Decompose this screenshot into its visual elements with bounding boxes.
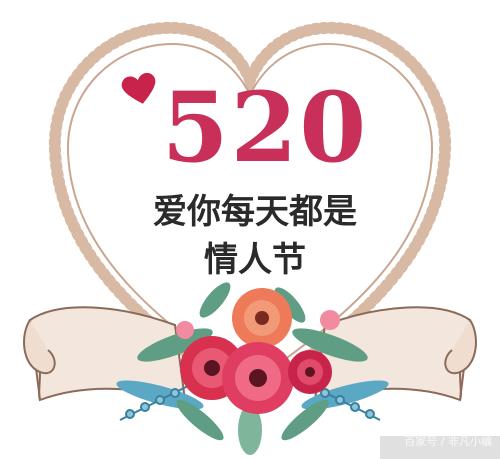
message-line-2: 情人节 bbox=[204, 240, 306, 280]
message-line-1: 爱你每天都是 bbox=[153, 192, 357, 232]
heart-frame bbox=[48, 21, 452, 408]
leaves-decoration bbox=[116, 282, 389, 455]
small-heart-icon bbox=[121, 72, 156, 104]
watermark-text: 百家号 / 非凡小编 bbox=[404, 435, 492, 448]
watermark-bg bbox=[380, 436, 500, 459]
big-number-520: 520 bbox=[161, 71, 369, 184]
flower-right-red bbox=[288, 350, 332, 394]
flower-center-pink bbox=[222, 342, 294, 414]
flower-small-pink bbox=[176, 310, 340, 339]
flower-top-coral bbox=[232, 288, 292, 348]
ribbon-left bbox=[23, 306, 187, 402]
